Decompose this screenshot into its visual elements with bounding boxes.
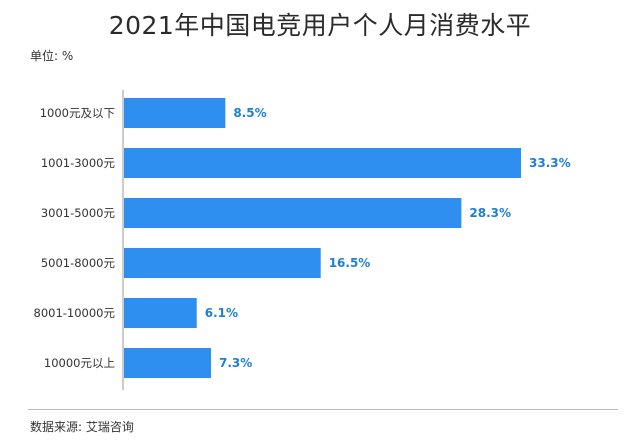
value-label-3: 16.5% — [329, 256, 371, 270]
category-label-4: 8001-10000元 — [34, 306, 116, 320]
value-label-1: 33.3% — [529, 156, 571, 170]
source-note: 数据来源: 艾瑞咨询 — [30, 420, 134, 434]
bar-2 — [124, 198, 462, 228]
bars-layer: 1000元及以下 8.5% 1001-3000元 33.3% 3001-5000元 28.… — [34, 98, 571, 378]
category-label-2: 3001-5000元 — [41, 206, 116, 220]
bar-0 — [124, 98, 226, 128]
value-label-2: 28.3% — [469, 206, 511, 220]
bar-3 — [124, 248, 321, 278]
footer-divider — [28, 409, 618, 410]
value-label-0: 8.5% — [233, 106, 266, 120]
bar-1 — [124, 148, 521, 178]
bar-5 — [124, 348, 212, 378]
category-label-5: 10000元以上 — [44, 356, 115, 370]
unit-label: 单位: % — [30, 49, 74, 63]
value-label-4: 6.1% — [205, 306, 238, 320]
chart-title: 2021年中国电竞用户个人月消费水平 — [108, 11, 532, 40]
category-label-1: 1001-3000元 — [41, 156, 116, 170]
category-label-3: 5001-8000元 — [41, 256, 116, 270]
value-label-5: 7.3% — [219, 356, 252, 370]
bar-4 — [124, 298, 197, 328]
category-label-0: 1000元及以下 — [40, 106, 115, 120]
